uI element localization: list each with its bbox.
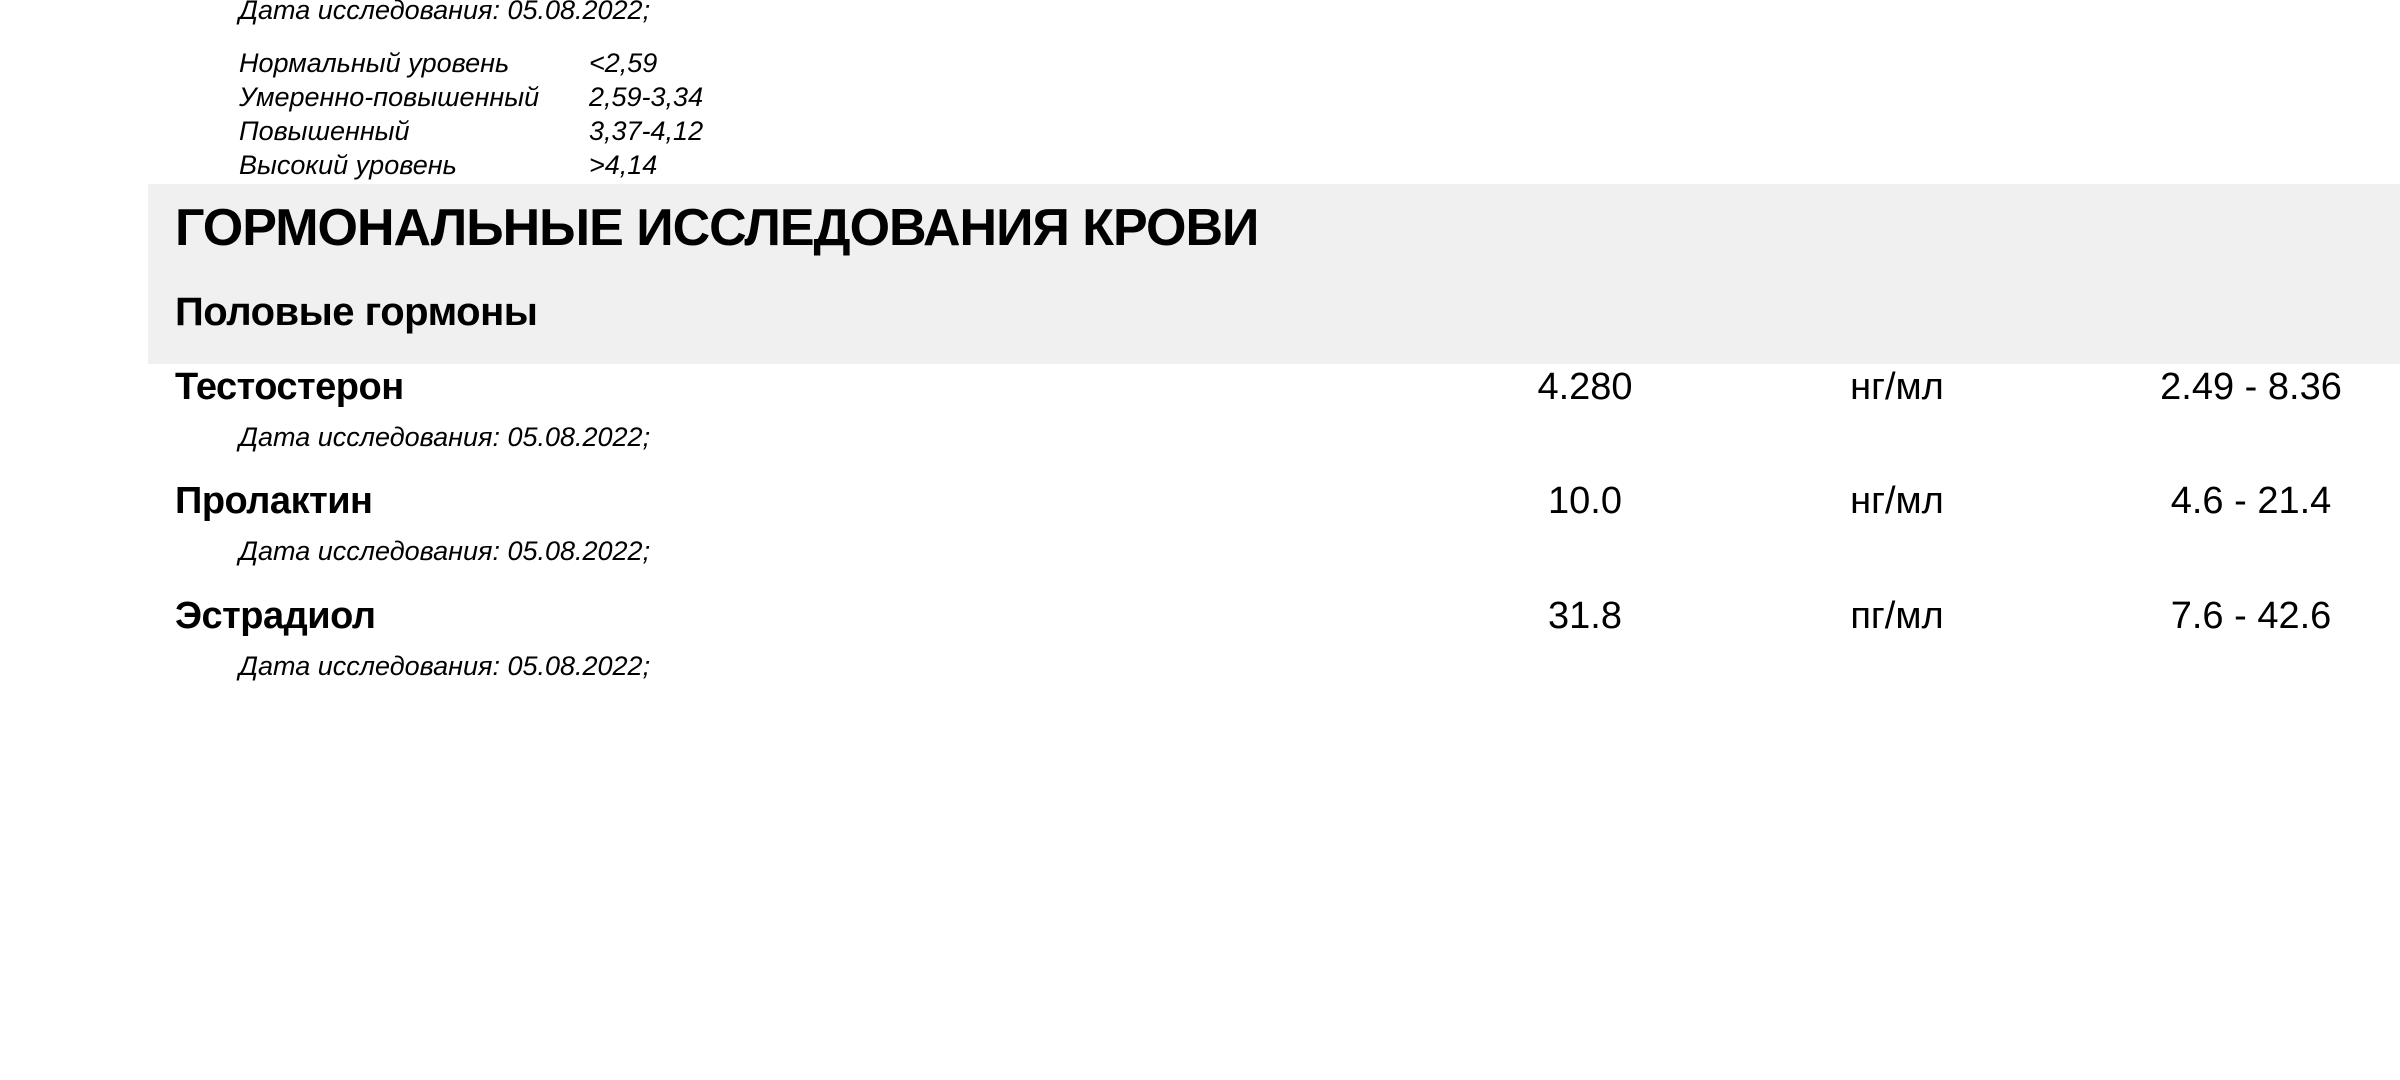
test-study-date: Дата исследования: 05.08.2022; xyxy=(239,651,651,681)
test-unit: пг/мл xyxy=(1850,595,1944,637)
reference-value: <2,59 xyxy=(589,48,658,78)
test-row: Эстрадиол 31.8 пг/мл 7.6 - 42.6 xyxy=(0,593,2400,641)
reference-label: Высокий уровень xyxy=(239,150,457,180)
test-result-value: 31.8 xyxy=(1548,595,1622,637)
test-reference-range: 4.6 - 21.4 xyxy=(2170,480,2332,522)
reference-row: Умеренно-повышенный 2,59-3,34 xyxy=(239,80,703,114)
test-name: Тестостерон xyxy=(175,366,404,408)
test-unit: нг/мл xyxy=(1850,366,1944,408)
study-date-line: Дата исследования: 05.08.2022; xyxy=(239,0,651,25)
reference-value: 3,37-4,12 xyxy=(589,116,704,146)
reference-row: Высокий уровень >4,14 xyxy=(239,148,703,182)
test-result-value: 10.0 xyxy=(1548,480,1622,522)
test-reference-range: 2.49 - 8.36 xyxy=(2160,366,2342,408)
reference-value: 2,59-3,34 xyxy=(589,82,704,112)
test-row: Пролактин 10.0 нг/мл 4.6 - 21.4 xyxy=(0,478,2400,526)
section-title: ГОРМОНАЛЬНЫЕ ИССЛЕДОВАНИЯ КРОВИ xyxy=(175,199,1259,257)
test-study-date: Дата исследования: 05.08.2022; xyxy=(239,422,651,452)
section-subtitle: Половые гормоны xyxy=(175,290,538,334)
reference-label: Нормальный уровень xyxy=(239,48,510,78)
reference-label: Повышенный xyxy=(239,116,410,146)
section-header-band: ГОРМОНАЛЬНЫЕ ИССЛЕДОВАНИЯ КРОВИ Половые … xyxy=(148,184,2400,364)
test-name: Эстрадиол xyxy=(175,595,376,637)
test-result-value: 4.280 xyxy=(1537,366,1633,408)
test-reference-range: 7.6 - 42.6 xyxy=(2170,595,2332,637)
reference-label: Умеренно-повышенный xyxy=(239,82,540,112)
reference-row: Нормальный уровень <2,59 xyxy=(239,46,703,80)
reference-value: >4,14 xyxy=(589,150,658,180)
test-row: Тестостерон 4.280 нг/мл 2.49 - 8.36 xyxy=(0,364,2400,412)
test-name: Пролактин xyxy=(175,480,373,522)
reference-row: Повышенный 3,37-4,12 xyxy=(239,114,703,148)
test-unit: нг/мл xyxy=(1850,480,1944,522)
reference-levels-table: Нормальный уровень <2,59 Умеренно-повыше… xyxy=(239,46,703,182)
test-study-date: Дата исследования: 05.08.2022; xyxy=(239,536,651,566)
